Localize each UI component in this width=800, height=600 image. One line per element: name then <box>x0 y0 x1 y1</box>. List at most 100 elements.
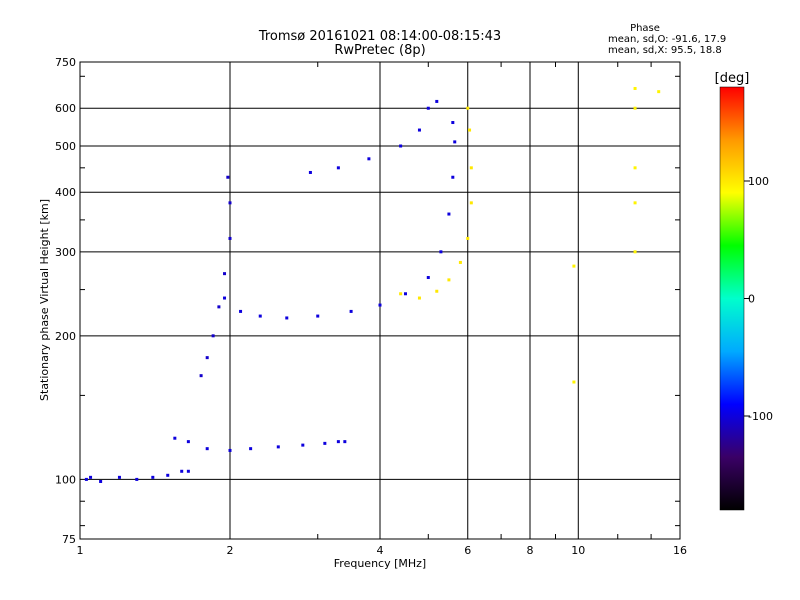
data-point <box>151 475 155 479</box>
data-point <box>180 469 184 473</box>
data-point <box>308 170 312 174</box>
data-point <box>276 445 280 449</box>
data-point <box>228 201 232 205</box>
y-tick-label: 600 <box>55 102 76 115</box>
data-point <box>451 175 455 179</box>
data-point <box>323 441 327 445</box>
trace <box>572 86 661 384</box>
data-point <box>228 236 232 240</box>
data-point <box>451 121 455 125</box>
trace <box>199 175 232 378</box>
y-tick-label: 200 <box>55 330 76 343</box>
data-point <box>316 314 320 318</box>
data-point <box>205 447 209 451</box>
phase-heading: Phase <box>630 23 660 34</box>
trace <box>399 106 473 300</box>
colorbar-tick-label: -100 <box>748 410 773 423</box>
data-point <box>135 477 139 481</box>
data-point <box>417 296 421 300</box>
data-point <box>469 201 473 205</box>
x-tick-label: 2 <box>227 544 234 557</box>
y-tick-label: 300 <box>55 246 76 259</box>
data-point <box>249 447 253 451</box>
colorbar <box>719 86 745 511</box>
y-tick-label: 500 <box>55 140 76 153</box>
data-point <box>468 128 472 132</box>
data-point <box>166 473 170 477</box>
data-point <box>258 314 262 318</box>
data-point <box>426 106 430 110</box>
data-point <box>223 296 227 300</box>
x-axis-label: Frequency [MHz] <box>334 557 426 570</box>
colorbar-tick-label: 0 <box>748 293 755 306</box>
data-point <box>469 166 473 170</box>
data-points <box>84 86 661 483</box>
x-tick-label: 4 <box>377 544 384 557</box>
y-tick-label: 100 <box>55 473 76 486</box>
data-point <box>99 479 103 483</box>
data-point <box>399 292 403 296</box>
data-point <box>367 157 371 161</box>
data-point <box>633 166 637 170</box>
y-tick-label: 750 <box>55 56 76 69</box>
data-point <box>633 201 637 205</box>
colorbar-tick-label: 100 <box>748 175 769 188</box>
data-point <box>657 90 661 94</box>
trace <box>223 121 457 320</box>
x-tick-label: 8 <box>527 544 534 557</box>
data-point <box>633 86 637 90</box>
data-point <box>336 440 340 444</box>
y-tick-label: 400 <box>55 186 76 199</box>
data-point <box>453 140 457 144</box>
data-point <box>217 305 221 309</box>
data-point <box>336 166 340 170</box>
data-point <box>173 436 177 440</box>
data-point <box>435 99 439 103</box>
data-point <box>89 475 93 479</box>
data-point <box>301 443 305 447</box>
grid-lines <box>80 62 680 539</box>
data-point <box>447 212 451 216</box>
data-point <box>572 264 576 268</box>
trace <box>308 99 439 174</box>
data-point <box>186 469 190 473</box>
data-point <box>447 278 451 282</box>
data-point <box>378 303 382 307</box>
data-point <box>211 334 215 338</box>
data-point <box>572 380 576 384</box>
phase-line-x: mean, sd,X: 95.5, 18.8 <box>608 45 722 56</box>
data-point <box>403 292 407 296</box>
data-point <box>223 272 227 276</box>
data-point <box>226 175 230 179</box>
data-point <box>228 448 232 452</box>
data-point <box>466 106 470 110</box>
data-point <box>435 289 439 293</box>
x-tick-label: 16 <box>673 544 687 557</box>
chart-subtitle: RwPretec (8p) <box>334 43 425 58</box>
data-point <box>186 440 190 444</box>
trace <box>84 469 190 483</box>
data-point <box>633 106 637 110</box>
data-point <box>117 475 121 479</box>
x-tick-label: 1 <box>77 544 84 557</box>
trace <box>173 436 347 452</box>
data-point <box>239 309 243 313</box>
data-point <box>417 128 421 132</box>
data-point <box>84 477 88 481</box>
data-point <box>426 276 430 280</box>
data-point <box>285 316 289 320</box>
data-point <box>349 309 353 313</box>
phase-line-o: mean, sd,O: -91.6, 17.9 <box>608 34 726 45</box>
data-point <box>439 250 443 254</box>
data-point <box>343 440 347 444</box>
data-point <box>205 356 209 360</box>
y-tick-label: 75 <box>62 533 76 546</box>
colorbar-label: [deg] <box>715 71 750 86</box>
x-tick-label: 10 <box>571 544 585 557</box>
data-point <box>458 260 462 264</box>
axis-ticks: 1 2 4 6 8 10 16 75 100 200 300 400 500 600 750 <box>55 56 687 557</box>
colorbar-ticks: -100 0 100 <box>744 175 773 423</box>
data-point <box>466 236 470 240</box>
chart-title: Tromsø 20161021 08:14:00-08:15:43 <box>258 29 501 44</box>
